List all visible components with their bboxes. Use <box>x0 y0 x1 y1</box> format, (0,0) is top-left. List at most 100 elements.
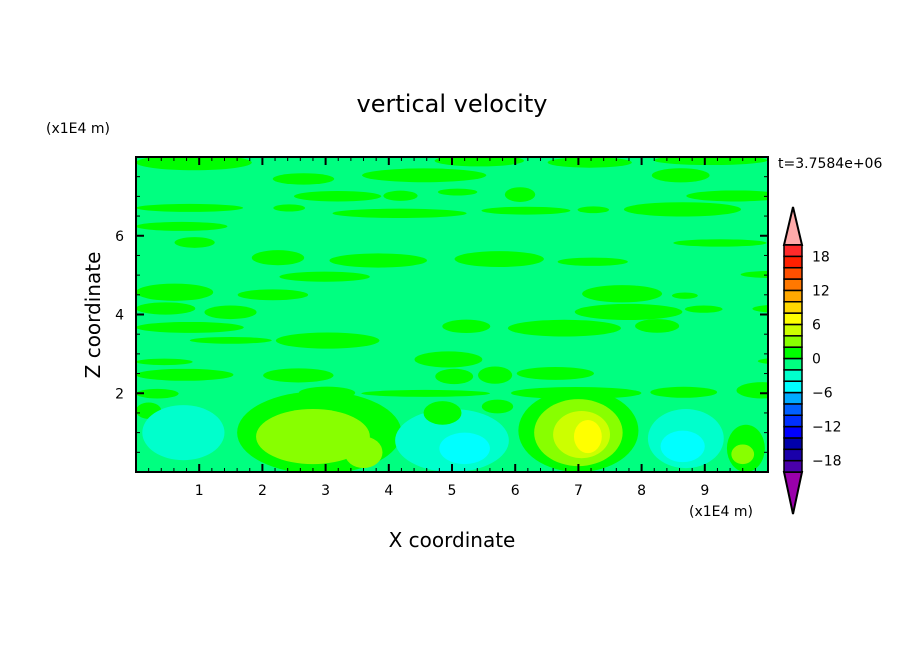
colorbar: −18 −12 −6 0 6 12 18 <box>782 206 842 515</box>
contour-band <box>504 187 536 202</box>
contour-band <box>136 368 234 381</box>
contour-band <box>434 157 524 167</box>
contour-band <box>332 208 467 219</box>
contour-region <box>344 436 383 469</box>
y-tick-label: 2 <box>115 386 124 402</box>
contour-band <box>272 173 335 185</box>
contour-region <box>731 444 755 465</box>
colorbar-label: 0 <box>812 352 821 368</box>
contour-band <box>362 168 487 183</box>
colorbar-label: 18 <box>812 249 830 265</box>
colorbar-swatch <box>783 255 803 269</box>
contour-band <box>136 283 214 301</box>
colorbar-swatch <box>783 301 803 314</box>
x-tick-label: 3 <box>321 483 330 499</box>
colorbar-label: 6 <box>812 317 821 333</box>
contour-band <box>136 321 244 333</box>
contour-band <box>547 157 632 168</box>
contour-band <box>136 388 179 399</box>
contour-band <box>635 319 680 333</box>
contour-field <box>136 157 768 472</box>
contour-band <box>686 190 768 202</box>
contour-band <box>516 367 594 380</box>
chart-title: vertical velocity <box>357 90 548 118</box>
contour-band <box>673 239 767 247</box>
contour-band <box>757 358 768 364</box>
contour-band <box>251 250 305 266</box>
y-axis-label: Z coordinate <box>81 252 105 379</box>
contour-band <box>275 332 380 349</box>
contour-band <box>654 157 768 166</box>
x-tick-label: 2 <box>258 483 267 499</box>
contour-region <box>423 401 462 425</box>
contour-band <box>414 351 483 368</box>
contour-band <box>437 188 478 196</box>
contour-band <box>672 292 698 299</box>
contour-band <box>204 305 257 320</box>
colorbar-over-triangle <box>782 206 804 246</box>
contour-band <box>481 399 514 414</box>
contour-band <box>577 206 610 214</box>
colorbar-swatch <box>783 369 803 382</box>
contour-region <box>256 409 370 465</box>
contour-band <box>361 389 490 397</box>
colorbar-label: −18 <box>812 454 842 470</box>
contour-band <box>174 237 215 248</box>
colorbar-swatch <box>783 448 803 462</box>
contour-band <box>507 319 621 337</box>
y-tick-label: 6 <box>115 229 124 245</box>
colorbar-swatch <box>783 403 803 416</box>
contour-band <box>136 203 244 212</box>
contour-band <box>454 251 544 268</box>
contour-band <box>189 337 272 344</box>
contour-region <box>660 430 705 463</box>
contour-band <box>279 271 370 282</box>
x-tick-label: 4 <box>384 483 393 499</box>
colorbar-swatch <box>783 357 803 371</box>
contour-band <box>442 319 491 334</box>
contour-band <box>478 366 513 384</box>
contour-band <box>752 305 768 313</box>
colorbar-swatch <box>783 437 803 451</box>
contour-band <box>136 157 252 171</box>
colorbar-swatch <box>783 244 803 258</box>
contour-band <box>136 221 228 231</box>
contour-band <box>383 190 418 201</box>
contour-region <box>142 405 225 461</box>
plot-axes: 1 2 3 4 5 6 7 8 9 2 4 6 <box>115 156 769 499</box>
x-tick-label: 8 <box>637 483 646 499</box>
contour-region <box>573 420 602 454</box>
contour-region <box>439 432 490 465</box>
colorbar-swatch <box>783 414 803 428</box>
contour-band <box>136 302 196 315</box>
contour-band <box>263 368 334 383</box>
contour-band <box>237 289 309 301</box>
colorbar-swatch <box>783 278 803 292</box>
colorbar-swatch <box>783 459 803 473</box>
x-tick-label: 9 <box>700 483 709 499</box>
y-tick-label: 4 <box>115 308 124 324</box>
contour-band <box>582 285 663 303</box>
contour-band <box>557 257 628 266</box>
x-tick-label: 7 <box>574 483 583 499</box>
contour-band <box>136 358 193 366</box>
contour-band <box>329 253 427 268</box>
colorbar-label: 12 <box>812 283 830 299</box>
contour-band <box>684 305 723 313</box>
contour-band <box>623 202 742 217</box>
contour-band <box>736 382 768 399</box>
colorbar-swatch <box>783 335 803 348</box>
colorbar-swatch <box>783 323 803 337</box>
colorbar-under-triangle <box>782 471 804 515</box>
colorbar-swatch <box>783 266 803 280</box>
colorbar-swatch <box>783 346 803 360</box>
x-unit-label: (x1E4 m) <box>689 504 753 520</box>
contour-band <box>481 206 571 215</box>
colorbar-swatch <box>783 425 803 439</box>
colorbar-swatch <box>783 312 803 326</box>
contour-band <box>740 270 768 278</box>
contour-band <box>293 190 382 202</box>
x-tick-label: 6 <box>511 483 520 499</box>
contour-band <box>651 168 710 183</box>
